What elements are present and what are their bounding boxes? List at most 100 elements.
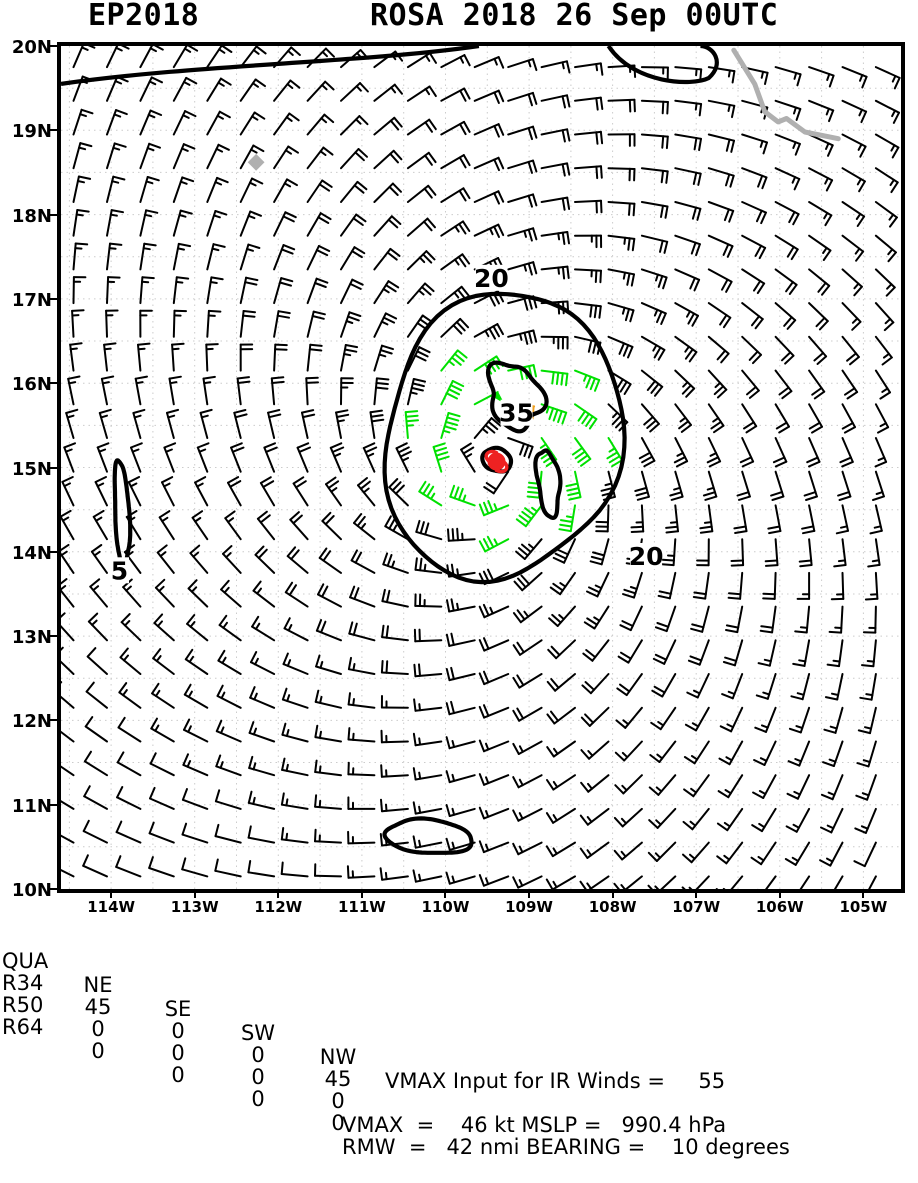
wind-barb — [206, 344, 218, 371]
wind-barb — [548, 640, 575, 658]
wind-barb — [759, 640, 776, 665]
wind-barb — [686, 708, 709, 731]
wind-barb — [241, 179, 263, 203]
r64-sw: 0 — [228, 1087, 288, 1111]
wind-barb — [547, 809, 575, 823]
wind-barb — [709, 101, 735, 117]
wind-barb — [549, 607, 575, 626]
wind-barb — [74, 46, 95, 67]
wind-barb — [336, 410, 348, 438]
wind-barb — [871, 505, 882, 533]
wind-barb — [121, 649, 141, 675]
wind-barb — [876, 337, 892, 365]
wind-barb — [138, 344, 150, 371]
table-row: R64 0 0 0 0 RMW = 42 nmi BEARING = 10 de… — [0, 991, 918, 1013]
wind-barb — [308, 148, 333, 169]
wind-barb — [107, 110, 127, 134]
wind-barb — [789, 742, 810, 766]
wind-barb — [876, 438, 887, 466]
y-axis-tick — [48, 382, 57, 384]
wind-barb — [207, 178, 227, 202]
wind-barb — [408, 284, 434, 304]
wind-barb — [406, 411, 418, 438]
wind-barb — [195, 477, 207, 505]
wind-barb — [575, 371, 599, 391]
x-axis-tick — [862, 889, 864, 898]
wind-barb — [776, 337, 794, 364]
wind-barb — [742, 269, 764, 293]
storm-parameter-table: QUA NE SE SW NW VMAX Input for IR Winds … — [0, 925, 918, 1014]
wind-barb — [371, 411, 384, 438]
table-header-row: QUA NE SE SW NW VMAX Input for IR Winds … — [0, 925, 918, 947]
wind-barb — [68, 377, 79, 405]
wind-barb — [308, 312, 325, 337]
x-axis-label: 107W — [666, 898, 726, 916]
wind-barb — [207, 311, 220, 337]
wind-barb — [153, 649, 174, 674]
wind-barb — [308, 213, 331, 236]
wind-barb — [791, 674, 809, 699]
wind-barb — [241, 212, 261, 236]
wind-barb — [809, 269, 829, 294]
wind-barb — [316, 656, 341, 675]
contour-label-text: 35 — [499, 399, 534, 428]
wind-barb — [415, 594, 441, 606]
wind-barb — [282, 759, 308, 776]
wind-barb — [724, 640, 742, 665]
wind-barb — [751, 876, 776, 889]
wind-barb — [74, 210, 89, 236]
wind-barb — [617, 674, 642, 695]
x-axis-label: 110W — [415, 898, 475, 916]
wind-barb — [809, 303, 828, 329]
wind-barb — [542, 232, 569, 244]
wind-barb — [722, 674, 742, 698]
y-axis-tick — [48, 467, 57, 469]
wind-barb — [419, 482, 441, 506]
wind-barb — [614, 876, 642, 889]
y-axis-label: 15N — [0, 459, 52, 480]
wind-barb — [514, 640, 542, 655]
wind-barb — [152, 684, 174, 708]
wind-barb — [785, 876, 809, 889]
y-axis-label: 10N — [0, 880, 52, 901]
wind-barb — [140, 144, 160, 168]
wind-barb — [843, 67, 867, 87]
r64-nw: 0 — [308, 1111, 368, 1135]
wind-barb — [341, 312, 360, 337]
grey-marker — [249, 155, 263, 169]
wind-barb — [513, 742, 541, 755]
wind-barb — [322, 513, 341, 539]
wind-barb — [274, 114, 299, 135]
wind-barb — [675, 404, 691, 432]
wind-barb — [408, 186, 436, 202]
wind-barb — [220, 616, 241, 641]
wind-barb — [771, 472, 783, 500]
wind-barb — [776, 67, 801, 85]
wind-barb — [635, 472, 649, 500]
wind-barb — [854, 843, 876, 867]
wind-barb — [566, 472, 580, 500]
wind-barb — [475, 158, 504, 170]
wind-barb — [207, 145, 229, 168]
wind-barb — [757, 674, 776, 699]
wind-barb — [341, 182, 366, 202]
wind-barb — [156, 580, 174, 607]
wind-barb — [823, 742, 842, 767]
wind-barb — [709, 135, 734, 152]
wind-barb — [382, 590, 408, 607]
wind-barb — [843, 101, 867, 122]
wind-barb — [283, 689, 308, 708]
wind-barb — [687, 674, 709, 698]
wind-barb — [241, 80, 265, 101]
wind-barb — [249, 826, 275, 842]
wind-barb — [107, 277, 120, 303]
wind-barb — [274, 245, 294, 269]
wind-barb — [252, 617, 274, 641]
wind-barb — [284, 654, 308, 675]
wind-barb — [691, 607, 709, 632]
wind-barb — [107, 210, 123, 236]
wind-barb — [218, 651, 240, 674]
wind-barb — [475, 225, 504, 237]
